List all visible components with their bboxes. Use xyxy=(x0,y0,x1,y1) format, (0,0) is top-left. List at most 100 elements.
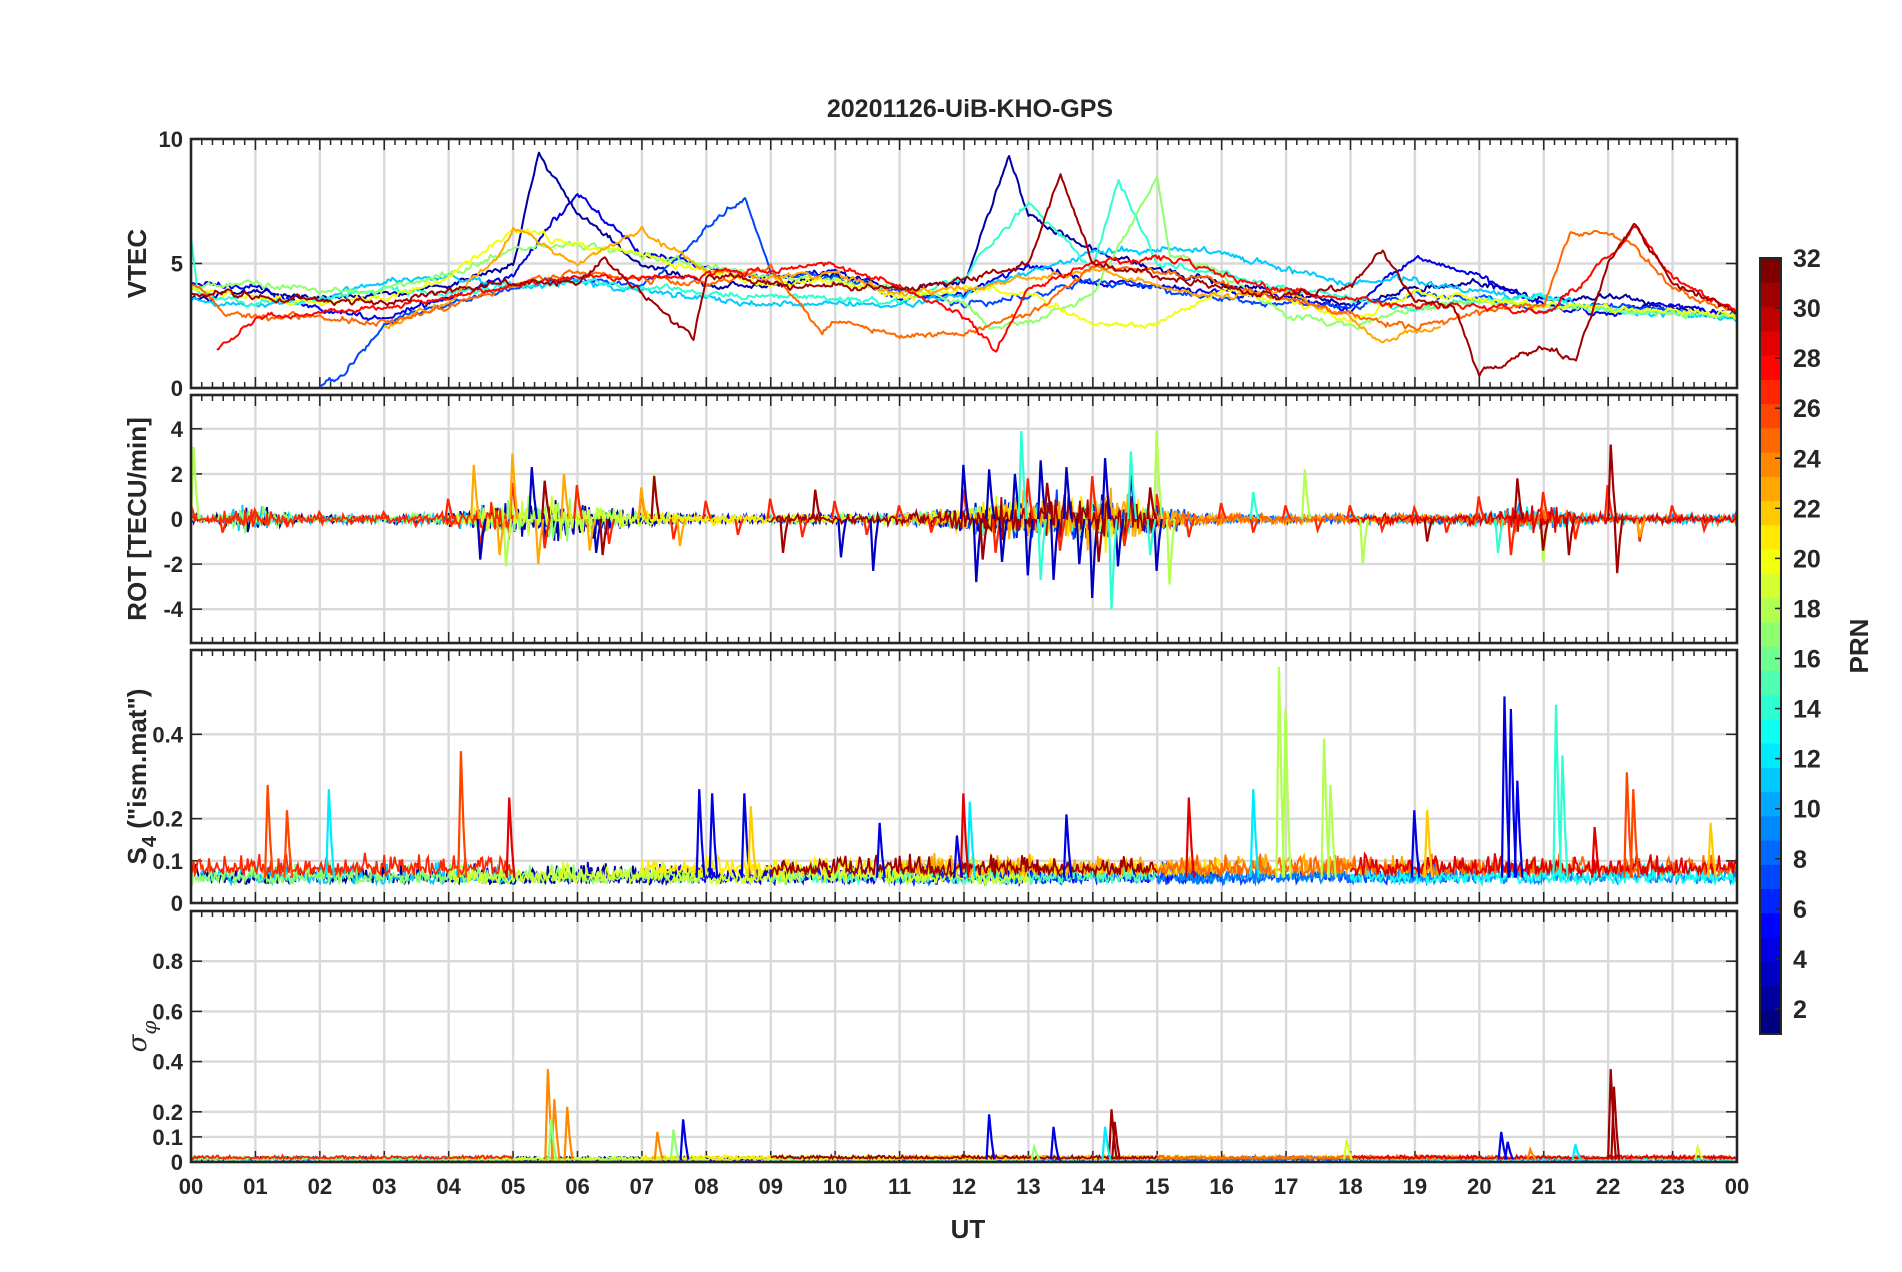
rot-spike-prn-27 xyxy=(347,518,358,526)
colorbar-swatch xyxy=(1760,694,1781,720)
y-tick-label: 4 xyxy=(171,417,184,442)
rot-spike-prn-27 xyxy=(412,518,422,529)
sigma_phi-spike-prn-4 xyxy=(1504,1141,1514,1160)
colorbar-swatch xyxy=(1760,670,1781,696)
y-tick-label: 0.4 xyxy=(152,722,183,747)
rot-spike-prn-23 xyxy=(470,464,481,520)
rot-spike-prn-27 xyxy=(540,518,551,549)
s4-spike-prn-4 xyxy=(708,793,719,878)
rot-spike-prn-3 xyxy=(1049,518,1060,580)
s4-spike-prn-18 xyxy=(1281,709,1292,878)
y-tick-label: 5 xyxy=(171,252,183,277)
rot-spike-prn-23 xyxy=(586,518,596,551)
colorbar-swatch xyxy=(1760,282,1781,308)
rot-spike-prn-27 xyxy=(1185,518,1196,538)
colorbar-label: PRN xyxy=(1844,619,1874,674)
y-tick-label: 0.4 xyxy=(152,1050,183,1075)
colorbar-swatch xyxy=(1760,718,1781,744)
y-axis-label-rot: ROT [TECU/min] xyxy=(122,417,152,621)
rot-spike-prn-23 xyxy=(534,518,545,565)
rot-spike-prn-31 xyxy=(1146,487,1157,520)
colorbar-tick-label: 4 xyxy=(1793,946,1807,974)
colorbar-tick-label: 8 xyxy=(1793,846,1807,874)
sigma_phi-spike-prn-12 xyxy=(1571,1144,1582,1160)
rot-spike-prn-27 xyxy=(218,518,229,533)
rot-spike-prn-3 xyxy=(1062,467,1073,520)
rot-spike-prn-27 xyxy=(766,498,777,520)
x-tick-label: 07 xyxy=(630,1174,654,1199)
colorbar-tick-label: 20 xyxy=(1793,545,1821,573)
y-tick-label: 0.8 xyxy=(152,949,183,974)
rot-spike-prn-31 xyxy=(1423,518,1434,542)
sigma_phi-spike-prn-24 xyxy=(1526,1146,1537,1161)
rot-spike-prn-27 xyxy=(1313,518,1324,535)
rot-spike-prn-23 xyxy=(560,473,571,520)
rot-spike-prn-31 xyxy=(1043,482,1054,520)
x-tick-label: 04 xyxy=(436,1174,461,1199)
rot-spike-prn-27 xyxy=(1056,518,1067,551)
s4-spike-prn-26 xyxy=(283,810,294,878)
x-tick-label: 01 xyxy=(243,1174,267,1199)
x-tick-label: 21 xyxy=(1532,1174,1556,1199)
rot-spike-prn-3 xyxy=(476,518,487,560)
axes-frame-vtec xyxy=(189,137,1739,390)
y-tick-label: 2 xyxy=(171,462,183,487)
rot-spike-prn-31 xyxy=(1513,478,1524,520)
rot-spike-prn-14 xyxy=(1036,518,1047,580)
rot-spike-prn-3 xyxy=(959,464,970,520)
rot-spike-prn-23 xyxy=(676,518,687,547)
y-tick-label: 0.2 xyxy=(152,1100,183,1125)
rot-spike-prn-27 xyxy=(1732,509,1737,520)
colorbar-swatch xyxy=(1760,549,1781,574)
s4-spike-prn-29 xyxy=(959,793,970,878)
rot-spike-prn-27 xyxy=(895,505,906,520)
colorbar-tick-label: 26 xyxy=(1793,395,1821,423)
rot-spike-prn-27 xyxy=(1217,502,1228,520)
y-axis-label-s4: S4 ("ism.mat") xyxy=(122,689,161,865)
colorbar-swatch xyxy=(1760,379,1781,405)
rot-spike-prn-31 xyxy=(598,518,609,556)
colorbar-swatch xyxy=(1760,791,1781,817)
rot-spike-prn-31 xyxy=(1613,518,1624,574)
s4-series-prn-29 xyxy=(1349,851,1737,879)
x-tick-label: 08 xyxy=(694,1174,718,1199)
colorbar-tick-label: 14 xyxy=(1793,696,1821,724)
s4-spike-prn-22 xyxy=(747,805,758,878)
rot-spike-prn-27 xyxy=(573,485,584,520)
rot-spike-prn-3 xyxy=(528,467,539,520)
rot-spike-prn-27 xyxy=(1442,518,1453,533)
sigma_phi-spike-prn-31 xyxy=(1107,1109,1118,1160)
colorbar-swatch xyxy=(1760,597,1781,623)
rot-spike-prn-27 xyxy=(380,509,390,520)
s4-spike-prn-4 xyxy=(1062,814,1073,878)
x-tick-label: 18 xyxy=(1338,1174,1362,1199)
panel-s4: 0 0.1 0.2 0.4S4 ("ism.mat") xyxy=(122,648,1739,916)
data-sigma_phi xyxy=(191,1069,1737,1162)
vtec-series-prn-31 xyxy=(191,173,1737,378)
colorbar-swatch xyxy=(1760,452,1781,477)
data-s4 xyxy=(191,666,1737,888)
x-tick-label: 05 xyxy=(501,1174,525,1199)
rot-spike-prn-27 xyxy=(734,518,745,536)
y-tick-label: 0 xyxy=(171,376,183,401)
x-tick-label: 17 xyxy=(1274,1174,1298,1199)
colorbar-swatch xyxy=(1760,427,1781,453)
rot-spike-prn-27 xyxy=(1410,503,1421,520)
rot-spike-prn-27 xyxy=(251,506,261,520)
s4-spike-prn-26 xyxy=(457,751,468,878)
x-tick-label: 02 xyxy=(308,1174,332,1199)
rot-spike-prn-27 xyxy=(927,518,938,533)
colorbar-swatch xyxy=(1760,500,1781,526)
colorbar-swatch xyxy=(1760,815,1781,841)
rot-spike-prn-27 xyxy=(1700,518,1711,535)
rot-spike-prn-3 xyxy=(1152,518,1163,571)
data-rot xyxy=(191,431,1737,610)
y-tick-label: 10 xyxy=(159,127,183,152)
rot-spike-prn-14 xyxy=(1249,491,1260,520)
rot-spike-prn-14 xyxy=(1146,518,1157,556)
rot-spike-prn-31 xyxy=(650,476,661,520)
rot-spike-prn-27 xyxy=(1668,505,1679,520)
y-axis-label-sigma_phi: σφ xyxy=(123,1021,161,1053)
rot-spike-prn-31 xyxy=(979,518,989,560)
rot-spike-prn-23 xyxy=(508,453,519,520)
